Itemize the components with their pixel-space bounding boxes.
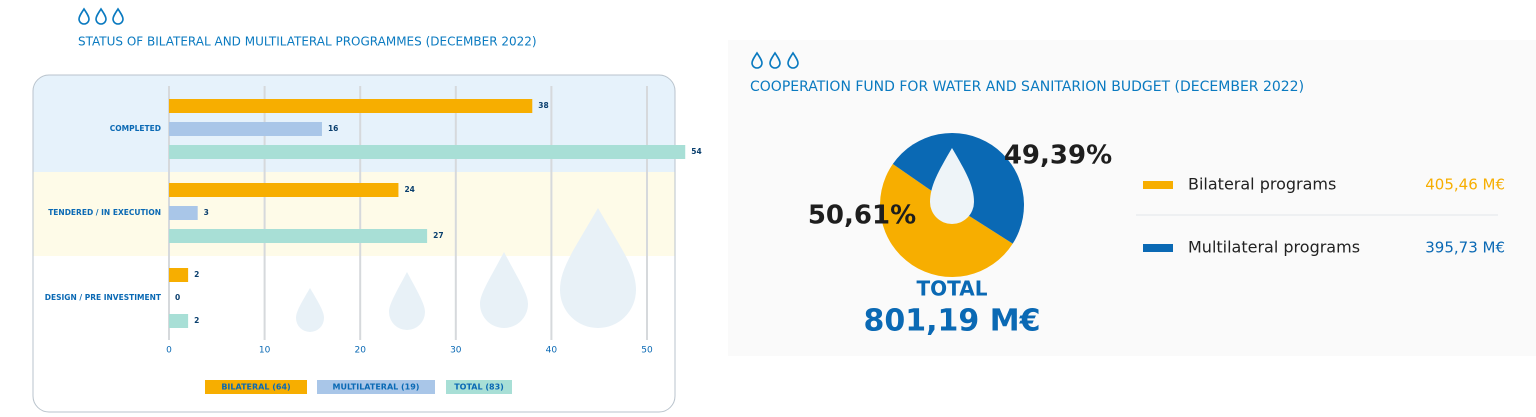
legend-label: Multilateral programs xyxy=(1188,238,1360,257)
x-tick-label: 20 xyxy=(354,346,366,356)
bar xyxy=(169,229,428,243)
x-tick-label: 0 xyxy=(166,346,172,356)
x-tick-label: 30 xyxy=(450,346,462,356)
bar xyxy=(169,145,686,159)
data-label: 2 xyxy=(194,316,199,325)
legend-label: Bilateral programs xyxy=(1188,175,1336,194)
data-label: 0 xyxy=(175,293,180,302)
x-tick-label: 10 xyxy=(259,346,271,356)
data-label: 3 xyxy=(204,208,209,217)
data-label: 38 xyxy=(538,101,548,110)
data-label: 27 xyxy=(433,231,443,240)
drops-icon xyxy=(78,7,124,25)
bar xyxy=(169,99,533,113)
legend-swatch xyxy=(317,380,435,394)
bar xyxy=(169,183,399,197)
amount-label: 395,73 M€ xyxy=(1425,239,1505,257)
data-label: 24 xyxy=(404,185,414,194)
amount-label: 405,46 M€ xyxy=(1425,176,1505,194)
slice-label: 50,61% xyxy=(808,201,916,231)
slice-label: 49,39% xyxy=(1004,141,1112,171)
data-label: 2 xyxy=(194,270,199,279)
drop-icon xyxy=(930,148,974,224)
total-value: 801,19 M€ xyxy=(864,304,1041,339)
x-tick-label: 40 xyxy=(546,346,558,356)
data-label: 16 xyxy=(328,124,338,133)
data-label: 54 xyxy=(691,147,701,156)
legend-swatch xyxy=(446,380,512,394)
bar xyxy=(169,268,189,282)
bar xyxy=(169,206,198,220)
legend-swatch xyxy=(1143,181,1173,189)
x-tick-label: 50 xyxy=(641,346,653,356)
bar xyxy=(169,314,189,328)
chart-title: STATUS OF BILATERAL AND MULTILATERAL PRO… xyxy=(78,35,537,49)
panel-border xyxy=(32,74,676,413)
legend-label: TOTAL (83) xyxy=(454,383,504,392)
category-label: TENDERED / IN EXECUTION xyxy=(48,208,161,217)
legend-swatch xyxy=(205,380,307,394)
legend-swatch xyxy=(1143,244,1173,252)
chart-title: COOPERATION FUND FOR WATER AND SANITARIO… xyxy=(750,79,1304,95)
panel-bands xyxy=(33,75,675,412)
category-label: COMPLETED xyxy=(110,124,161,133)
category-label: DESIGN / PRE INVESTIMENT xyxy=(45,293,162,302)
total-label: TOTAL xyxy=(917,277,988,301)
bar xyxy=(169,122,322,136)
drops-icon xyxy=(751,51,799,69)
legend-label: BILATERAL (64) xyxy=(221,383,290,392)
right-panel xyxy=(728,40,1536,356)
legend-label: MULTILATERAL (19) xyxy=(333,383,420,392)
